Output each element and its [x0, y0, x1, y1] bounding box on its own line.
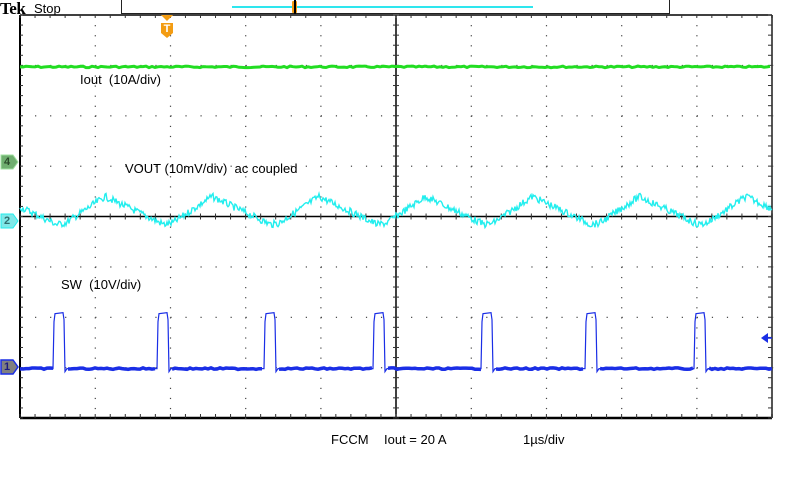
trigger-level-icon [761, 333, 768, 343]
vout-channel-label: VOUT (10mV/div) ac coupled [125, 161, 298, 176]
sw-baseline-segment [495, 366, 584, 372]
record-view-bar[interactable] [121, 0, 670, 14]
ch2-marker-icon [0, 213, 19, 229]
trigger-position-icon [161, 15, 173, 38]
sw-baseline-segment [171, 366, 262, 372]
record-trigger-position [292, 0, 297, 14]
vout-trace [19, 191, 773, 230]
sw-baseline-segment [278, 366, 373, 372]
sw-baseline-segment [599, 366, 694, 372]
sw-baseline-segment [708, 366, 773, 372]
iout-channel-label: Iout (10A/div) [80, 72, 161, 87]
sw-baseline-segment [19, 366, 54, 372]
acquisition-state: Stop [34, 1, 61, 16]
load-label: Iout = 20 A [384, 432, 447, 447]
graticule [19, 14, 774, 420]
ch2-marker-label[interactable]: 2 [3, 215, 11, 227]
timebase-label: 1µs/div [523, 432, 565, 447]
ch1-marker-label[interactable]: 1 [3, 361, 11, 373]
sw-trace [20, 311, 772, 374]
sw-baseline-segment [67, 366, 156, 372]
ch4-marker-icon [0, 154, 19, 170]
ch1-marker-icon [0, 359, 19, 375]
ch4-marker-label[interactable]: 4 [3, 156, 11, 168]
mode-label: FCCM [331, 432, 369, 447]
iout-trace [19, 64, 771, 70]
trigger-marker-label: T [163, 23, 171, 35]
sw-baseline-segment [387, 366, 482, 372]
sw-channel-label: SW (10V/div) [61, 277, 142, 292]
brand-logo: Tek [0, 0, 26, 18]
record-window [232, 6, 533, 8]
